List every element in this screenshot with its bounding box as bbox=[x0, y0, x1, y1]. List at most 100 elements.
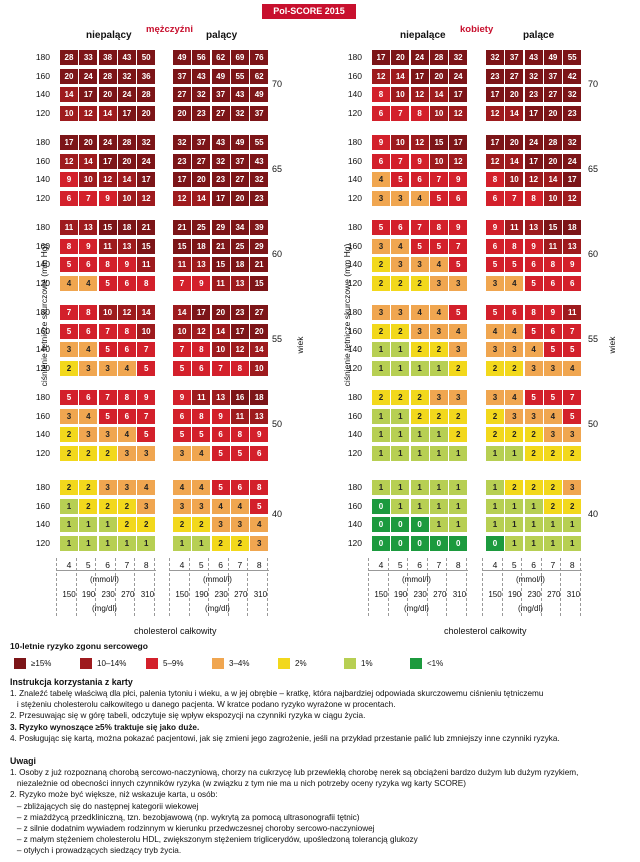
men_nonsmoker-cell: 3 bbox=[60, 408, 78, 424]
women_smoker-cell: 6 bbox=[486, 191, 504, 207]
men_nonsmoker-cell: 1 bbox=[117, 536, 136, 552]
men_nonsmoker-cell: 9 bbox=[137, 390, 156, 405]
women_smoker-cell: 24 bbox=[524, 135, 543, 150]
women_smoker-cell: 3 bbox=[543, 427, 562, 443]
legend-label: 5–9% bbox=[163, 659, 184, 668]
men_smoker-cell: 2 bbox=[230, 536, 249, 552]
men_smoker-cell: 14 bbox=[173, 305, 191, 320]
men_smoker-mmol-tick: 6 bbox=[218, 560, 223, 570]
men-age-axis-label: wiek bbox=[295, 336, 305, 354]
men_smoker-mmol-unit: (mmol/l) bbox=[203, 575, 232, 584]
women_nonsmoker-mmol-tick: 5 bbox=[397, 560, 403, 570]
women_nonsmoker-cell: 17 bbox=[449, 135, 468, 150]
women_smoker-cell: 1 bbox=[524, 517, 543, 533]
women_nonsmoker-mgdl-tick: 230 bbox=[413, 590, 427, 599]
women_nonsmoker-cell: 3 bbox=[410, 323, 429, 339]
men_smoker-cell: 23 bbox=[230, 305, 249, 320]
women_nonsmoker-cell: 1 bbox=[429, 361, 448, 377]
men_nonsmoker-cell: 3 bbox=[79, 361, 98, 377]
women_smoker-cell: 2 bbox=[543, 446, 562, 462]
men_nonsmoker-mmol-unit: (mmol/l) bbox=[90, 575, 119, 584]
women-bp-label: 160 bbox=[347, 240, 362, 251]
men_nonsmoker-cell: 38 bbox=[98, 50, 117, 65]
women_smoker-axis-divider bbox=[521, 558, 523, 616]
men-x-axis-label: cholesterol całkowity bbox=[134, 626, 217, 636]
men_nonsmoker-cell: 4 bbox=[117, 361, 136, 377]
men_nonsmoker-cell: 14 bbox=[98, 106, 117, 122]
legend-swatch bbox=[14, 658, 26, 669]
women_nonsmoker-cell: 17 bbox=[372, 50, 390, 65]
instructions-line: i stężeniu cholesterolu całkowitego u da… bbox=[10, 700, 396, 710]
women_nonsmoker-cell: 7 bbox=[410, 220, 429, 235]
women_smoker-mgdl-tick: 230 bbox=[527, 590, 541, 599]
women_smoker-cell: 8 bbox=[505, 238, 524, 254]
men_nonsmoker-cell: 3 bbox=[98, 361, 117, 377]
men_smoker-cell: 14 bbox=[250, 342, 269, 358]
women_smoker-cell: 3 bbox=[505, 342, 524, 358]
men_nonsmoker-mgdl-tick: 310 bbox=[140, 590, 155, 599]
men_nonsmoker-cell: 17 bbox=[79, 87, 98, 103]
women_smoker-cell: 32 bbox=[524, 68, 543, 84]
women_nonsmoker-cell: 1 bbox=[429, 480, 448, 495]
men_nonsmoker-cell: 3 bbox=[117, 480, 136, 495]
women_smoker-cell: 37 bbox=[543, 68, 562, 84]
women-bp-label: 160 bbox=[347, 325, 362, 336]
women_nonsmoker-cell: 12 bbox=[449, 153, 468, 169]
men_nonsmoker-cell: 32 bbox=[137, 135, 156, 150]
men_smoker-cell: 5 bbox=[173, 427, 191, 443]
women_nonsmoker-cell: 3 bbox=[372, 238, 390, 254]
women_nonsmoker-cell: 1 bbox=[391, 427, 410, 443]
women_nonsmoker-cell: 2 bbox=[391, 390, 410, 405]
women_nonsmoker-cell: 1 bbox=[449, 446, 468, 462]
men_nonsmoker-cell: 5 bbox=[137, 361, 156, 377]
men_smoker-cell: 7 bbox=[173, 342, 191, 358]
women_nonsmoker-cell: 6 bbox=[372, 106, 390, 122]
men_nonsmoker-cell: 10 bbox=[117, 191, 136, 207]
women-bp-label: 180 bbox=[347, 392, 362, 402]
women_nonsmoker-axis-line bbox=[368, 570, 468, 571]
women_nonsmoker-cell: 12 bbox=[410, 135, 429, 150]
men_nonsmoker-cell: 12 bbox=[137, 191, 156, 207]
women-bp-label: 180 bbox=[347, 307, 362, 317]
women_smoker-axis-divider bbox=[560, 558, 562, 616]
men-smoker-header: palący bbox=[206, 30, 238, 41]
women_smoker-cell: 12 bbox=[524, 172, 543, 188]
men_smoker-cell: 23 bbox=[211, 172, 230, 188]
men_smoker-cell: 5 bbox=[211, 446, 230, 462]
men_smoker-cell: 17 bbox=[192, 305, 211, 320]
women_nonsmoker-cell: 1 bbox=[391, 361, 410, 377]
women_nonsmoker-cell: 17 bbox=[449, 87, 468, 103]
men_smoker-cell: 8 bbox=[192, 342, 211, 358]
men-bp-label: 160 bbox=[35, 155, 50, 166]
women_smoker-cell: 1 bbox=[486, 517, 504, 533]
women_nonsmoker-mmol-tick: 6 bbox=[417, 560, 422, 570]
men_nonsmoker-mmol-tick: 4 bbox=[66, 560, 72, 570]
notes-line: – zbliżających się do następnej kategori… bbox=[10, 801, 199, 811]
women_smoker-cell: 20 bbox=[543, 106, 562, 122]
women_nonsmoker-cell: 1 bbox=[372, 408, 390, 424]
men_nonsmoker-cell: 20 bbox=[98, 87, 117, 103]
men_nonsmoker-cell: 6 bbox=[117, 408, 136, 424]
men_smoker-cell: 23 bbox=[192, 106, 211, 122]
women_nonsmoker-cell: 9 bbox=[449, 220, 468, 235]
women_nonsmoker-cell: 7 bbox=[391, 153, 410, 169]
women_nonsmoker-cell: 10 bbox=[391, 87, 410, 103]
chart-title: Pol-SCORE 2015 bbox=[262, 4, 356, 19]
notes-line: 1. Osoby z już rozpoznaną chorobą sercow… bbox=[10, 768, 579, 777]
women_smoker-cell: 0 bbox=[486, 536, 504, 552]
women_smoker-cell: 4 bbox=[563, 361, 582, 377]
men_smoker-cell: 6 bbox=[192, 361, 211, 377]
women_nonsmoker-cell: 5 bbox=[410, 238, 429, 254]
women-bp-label: 160 bbox=[347, 155, 362, 166]
women_nonsmoker-mmol-tick: 8 bbox=[455, 560, 461, 570]
women_nonsmoker-mmol-tick: 7 bbox=[436, 560, 442, 570]
men_nonsmoker-cell: 8 bbox=[98, 257, 117, 273]
women_nonsmoker-cell: 3 bbox=[372, 305, 390, 320]
women_nonsmoker-cell: 9 bbox=[449, 172, 468, 188]
women_nonsmoker-cell: 4 bbox=[429, 257, 448, 273]
women-bp-label: 180 bbox=[347, 137, 362, 147]
men-bp-label: 160 bbox=[35, 500, 50, 511]
men_nonsmoker-cell: 9 bbox=[79, 238, 98, 254]
men_smoker-cell: 56 bbox=[192, 50, 211, 65]
men_smoker-cell: 11 bbox=[173, 257, 191, 273]
